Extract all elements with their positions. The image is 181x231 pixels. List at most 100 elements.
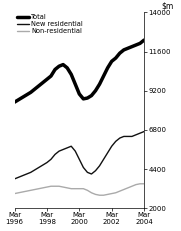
Non-residential: [127, 186, 129, 189]
Non-residential: [143, 182, 145, 185]
Total: [66, 67, 68, 69]
New residential: [58, 150, 60, 152]
New residential: [119, 137, 121, 140]
Non-residential: [94, 193, 97, 196]
Total: [13, 101, 16, 103]
New residential: [135, 134, 137, 136]
Non-residential: [46, 186, 48, 188]
Total: [50, 75, 52, 77]
Non-residential: [123, 188, 125, 191]
Total: [94, 89, 97, 92]
New residential: [86, 171, 89, 174]
New residential: [143, 130, 145, 133]
New residential: [18, 176, 20, 179]
Non-residential: [107, 193, 109, 196]
Total: [139, 42, 141, 45]
Non-residential: [131, 185, 133, 188]
Non-residential: [18, 191, 20, 194]
New residential: [78, 158, 80, 161]
Non-residential: [30, 189, 32, 192]
Total: [131, 45, 133, 48]
Non-residential: [119, 190, 121, 192]
New residential: [74, 150, 76, 152]
Total: [74, 83, 76, 85]
New residential: [123, 135, 125, 138]
Total: [42, 81, 44, 84]
Non-residential: [50, 185, 52, 188]
Non-residential: [102, 194, 105, 197]
New residential: [46, 161, 48, 164]
Total: [18, 98, 20, 101]
New residential: [66, 146, 68, 149]
Total: [34, 88, 36, 91]
New residential: [102, 158, 105, 161]
New residential: [22, 174, 24, 177]
Non-residential: [62, 186, 64, 188]
Non-residential: [38, 187, 40, 190]
New residential: [70, 145, 72, 148]
Total: [123, 49, 125, 51]
Non-residential: [70, 187, 72, 190]
New residential: [26, 173, 28, 175]
Non-residential: [115, 191, 117, 194]
Non-residential: [22, 191, 24, 193]
New residential: [13, 177, 16, 180]
Total: [82, 97, 85, 100]
New residential: [98, 164, 101, 167]
New residential: [115, 140, 117, 143]
New residential: [94, 169, 97, 172]
Total: [38, 84, 40, 87]
New residential: [54, 153, 56, 156]
Non-residential: [34, 188, 36, 191]
Total: [102, 75, 105, 77]
Total: [111, 60, 113, 63]
Total: [62, 63, 64, 66]
New residential: [139, 132, 141, 134]
New residential: [42, 164, 44, 166]
Non-residential: [58, 185, 60, 188]
Total: [143, 39, 145, 42]
Non-residential: [66, 186, 68, 189]
New residential: [34, 169, 36, 171]
New residential: [30, 171, 32, 174]
New residential: [131, 135, 133, 138]
Total: [58, 65, 60, 68]
Non-residential: [54, 185, 56, 188]
Total: [22, 96, 24, 99]
Non-residential: [98, 194, 101, 197]
Total: [30, 91, 32, 94]
New residential: [90, 173, 92, 175]
Total: [107, 67, 109, 69]
Non-residential: [13, 192, 16, 195]
Total: [78, 93, 80, 95]
Non-residential: [90, 191, 92, 194]
Total: [127, 47, 129, 50]
Legend: Total, New residential, Non-residential: Total, New residential, Non-residential: [16, 14, 84, 35]
Non-residential: [111, 192, 113, 195]
Total: [90, 94, 92, 97]
New residential: [38, 166, 40, 169]
Total: [70, 73, 72, 76]
Total: [135, 44, 137, 46]
New residential: [107, 151, 109, 154]
Total: [46, 78, 48, 81]
Line: Total: Total: [14, 40, 144, 102]
Total: [115, 57, 117, 59]
New residential: [127, 135, 129, 138]
Non-residential: [135, 183, 137, 186]
New residential: [50, 158, 52, 161]
Non-residential: [42, 186, 44, 189]
Non-residential: [139, 182, 141, 185]
Non-residential: [86, 189, 89, 192]
New residential: [62, 148, 64, 151]
New residential: [111, 145, 113, 148]
Total: [26, 93, 28, 96]
Total: [98, 83, 101, 85]
Non-residential: [26, 190, 28, 192]
Non-residential: [74, 187, 76, 190]
Line: New residential: New residential: [14, 131, 144, 179]
Non-residential: [82, 187, 85, 190]
Total: [54, 68, 56, 71]
Total: [119, 52, 121, 55]
Y-axis label: $m: $m: [161, 1, 174, 10]
